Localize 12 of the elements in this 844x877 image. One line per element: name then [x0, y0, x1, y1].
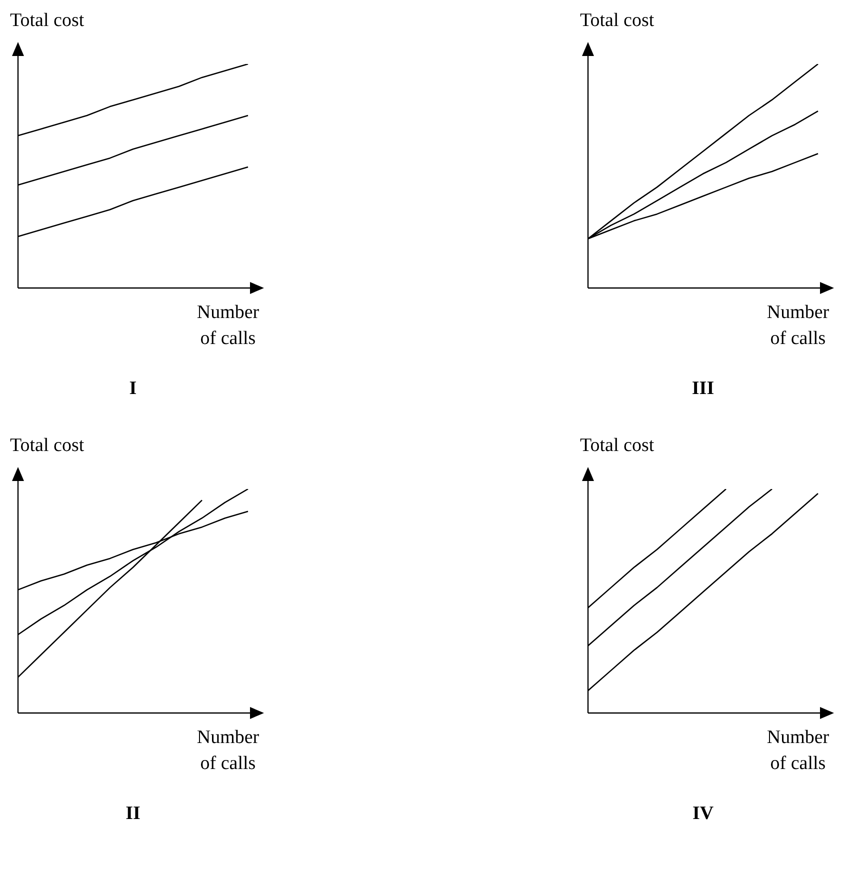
- text: IV: [691, 803, 715, 825]
- x-axis-title: Number of calls: [196, 301, 260, 351]
- y-axis-title: Total cost: [580, 10, 654, 32]
- y-axis-title: Total cost: [580, 435, 654, 457]
- text: III: [690, 378, 716, 400]
- y-axis-title: Total cost: [10, 10, 84, 32]
- y-axis-title: Total cost: [10, 435, 84, 457]
- text: II: [124, 803, 142, 825]
- x-axis-title: Number of calls: [766, 301, 830, 351]
- x-axis-title: Number of calls: [196, 726, 260, 776]
- text: I: [128, 378, 138, 400]
- x-axis-title: Number of calls: [766, 726, 830, 776]
